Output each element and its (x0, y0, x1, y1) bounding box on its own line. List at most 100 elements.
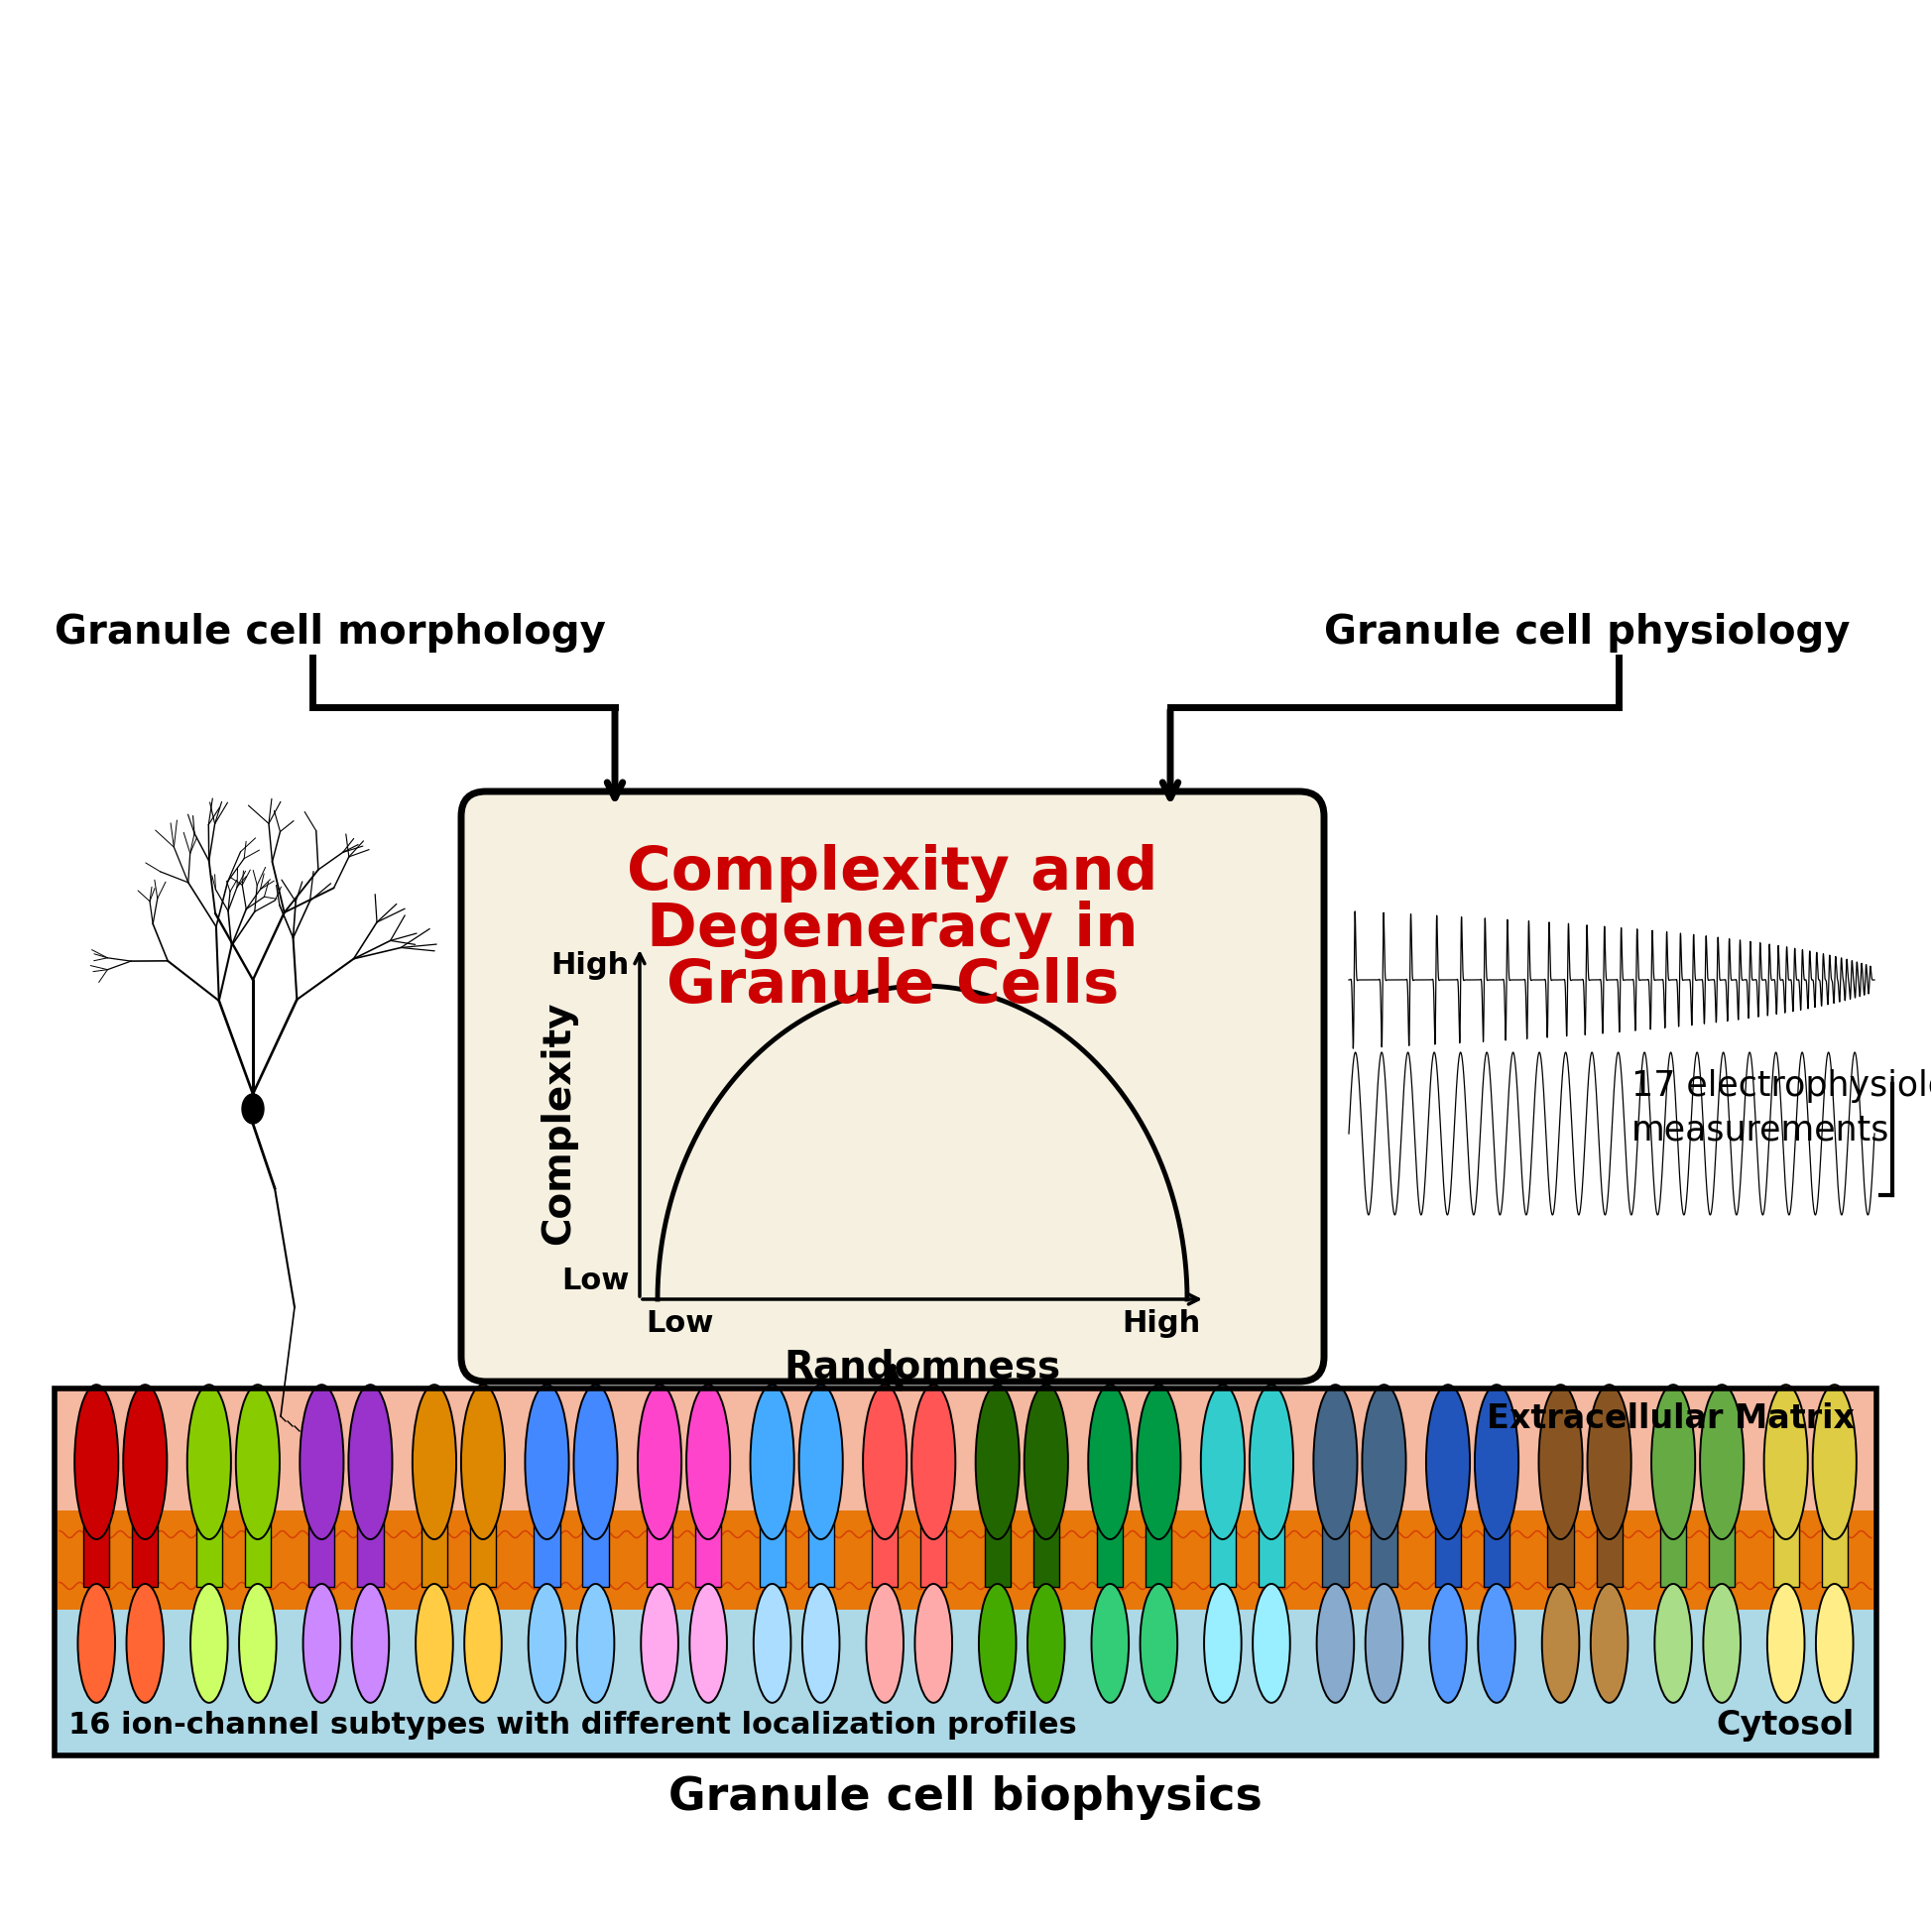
Ellipse shape (236, 1385, 280, 1540)
Ellipse shape (1137, 1385, 1180, 1540)
Text: Granule cell physiology: Granule cell physiology (1325, 612, 1850, 653)
Text: Low: Low (562, 1267, 630, 1294)
Ellipse shape (413, 1385, 456, 1540)
Bar (647, 1520, 672, 1586)
Ellipse shape (1317, 1584, 1354, 1702)
Ellipse shape (1089, 1385, 1132, 1540)
Bar (469, 1520, 496, 1586)
Ellipse shape (1205, 1584, 1242, 1702)
Ellipse shape (1427, 1385, 1469, 1540)
Bar (535, 1520, 560, 1586)
Ellipse shape (1587, 1385, 1632, 1540)
Text: Granule cell biophysics: Granule cell biophysics (668, 1776, 1263, 1820)
Bar (1661, 1520, 1686, 1586)
Bar (1259, 1520, 1284, 1586)
Ellipse shape (1361, 1385, 1406, 1540)
Ellipse shape (1767, 1584, 1805, 1702)
Bar (54, 1389, 1877, 1756)
Ellipse shape (574, 1385, 618, 1540)
Ellipse shape (975, 1385, 1020, 1540)
Bar (1821, 1520, 1848, 1586)
Ellipse shape (689, 1584, 726, 1702)
FancyBboxPatch shape (462, 792, 1325, 1381)
Bar (197, 1520, 222, 1586)
Ellipse shape (463, 1584, 502, 1702)
Text: 17 electrophysiological
measurements: 17 electrophysiological measurements (1632, 1068, 1931, 1148)
Ellipse shape (191, 1584, 228, 1702)
Bar (1483, 1520, 1510, 1586)
Bar (421, 1520, 448, 1586)
Bar (83, 1520, 110, 1586)
Ellipse shape (1429, 1584, 1468, 1702)
Text: Degeneracy in: Degeneracy in (647, 900, 1139, 958)
Ellipse shape (867, 1584, 904, 1702)
Text: Complexity: Complexity (539, 1001, 577, 1244)
Text: 16 ion-channel subtypes with different localization profiles: 16 ion-channel subtypes with different l… (68, 1712, 1077, 1739)
Ellipse shape (239, 1584, 276, 1702)
Ellipse shape (1475, 1385, 1518, 1540)
Bar (921, 1520, 946, 1586)
Ellipse shape (1249, 1385, 1294, 1540)
Bar (807, 1520, 834, 1586)
Bar (1709, 1520, 1734, 1586)
Bar (1597, 1520, 1622, 1586)
Bar (245, 1520, 270, 1586)
Bar (985, 1520, 1010, 1586)
Ellipse shape (303, 1584, 340, 1702)
Ellipse shape (1655, 1584, 1692, 1702)
Ellipse shape (1703, 1584, 1740, 1702)
Ellipse shape (126, 1584, 164, 1702)
Ellipse shape (462, 1385, 504, 1540)
Ellipse shape (1027, 1584, 1064, 1702)
Text: Complexity and: Complexity and (628, 844, 1159, 902)
Ellipse shape (77, 1584, 116, 1702)
Ellipse shape (1815, 1584, 1854, 1702)
Text: Granule Cells: Granule Cells (666, 956, 1118, 1016)
Bar (131, 1520, 158, 1586)
Text: Granule cell morphology: Granule cell morphology (54, 612, 606, 653)
Ellipse shape (863, 1385, 908, 1540)
Bar (759, 1520, 786, 1586)
Ellipse shape (1313, 1385, 1357, 1540)
Ellipse shape (1813, 1385, 1856, 1540)
Bar (1033, 1520, 1058, 1586)
Text: Extracellular Matrix: Extracellular Matrix (1487, 1403, 1854, 1435)
Ellipse shape (799, 1385, 842, 1540)
Bar (1323, 1520, 1348, 1586)
Ellipse shape (915, 1584, 952, 1702)
Text: Cytosol: Cytosol (1717, 1708, 1854, 1741)
Ellipse shape (637, 1385, 682, 1540)
Bar (1547, 1520, 1574, 1586)
Bar (873, 1520, 898, 1586)
Ellipse shape (529, 1584, 566, 1702)
Bar (1773, 1520, 1800, 1586)
Ellipse shape (1591, 1584, 1628, 1702)
Bar (1145, 1520, 1172, 1586)
Text: Randomness: Randomness (784, 1349, 1060, 1387)
Bar (1097, 1520, 1124, 1586)
Ellipse shape (1699, 1385, 1744, 1540)
Ellipse shape (1365, 1584, 1402, 1702)
Ellipse shape (348, 1385, 392, 1540)
Bar (1435, 1520, 1462, 1586)
Ellipse shape (1253, 1584, 1290, 1702)
Ellipse shape (1201, 1385, 1245, 1540)
Bar (54, 1511, 1877, 1609)
Bar (583, 1520, 608, 1586)
Ellipse shape (641, 1584, 678, 1702)
Text: High: High (1122, 1310, 1201, 1339)
Ellipse shape (1651, 1385, 1695, 1540)
Ellipse shape (911, 1385, 956, 1540)
Ellipse shape (686, 1385, 730, 1540)
Bar (309, 1520, 334, 1586)
Ellipse shape (753, 1584, 792, 1702)
Ellipse shape (1765, 1385, 1807, 1540)
Bar (695, 1520, 722, 1586)
Ellipse shape (751, 1385, 794, 1540)
Ellipse shape (577, 1584, 614, 1702)
Ellipse shape (187, 1385, 232, 1540)
Ellipse shape (1543, 1584, 1580, 1702)
Ellipse shape (1477, 1584, 1516, 1702)
Ellipse shape (801, 1584, 840, 1702)
Ellipse shape (241, 1094, 265, 1124)
